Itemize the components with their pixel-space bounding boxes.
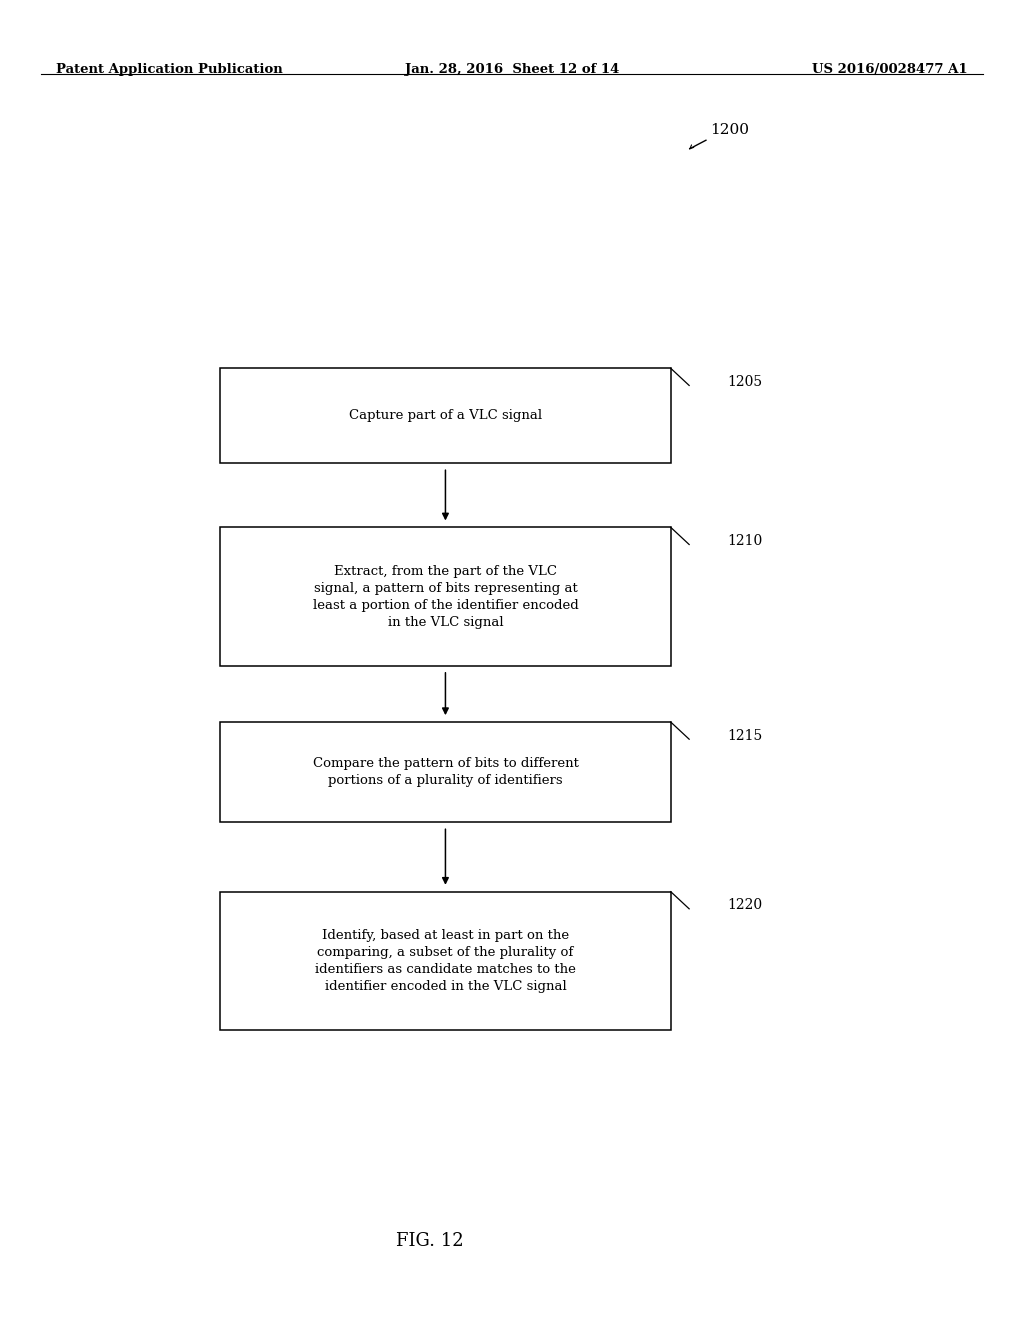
Bar xyxy=(220,368,671,463)
Text: Extract, from the part of the VLC
signal, a pattern of bits representing at
leas: Extract, from the part of the VLC signal… xyxy=(312,565,579,628)
Text: 1205: 1205 xyxy=(727,375,762,389)
Text: US 2016/0028477 A1: US 2016/0028477 A1 xyxy=(812,63,968,77)
Bar xyxy=(220,722,671,822)
Text: Compare the pattern of bits to different
portions of a plurality of identifiers: Compare the pattern of bits to different… xyxy=(312,758,579,787)
Text: 1215: 1215 xyxy=(727,729,762,743)
Bar xyxy=(220,892,671,1030)
Text: Identify, based at least in part on the
comparing, a subset of the plurality of
: Identify, based at least in part on the … xyxy=(315,929,575,993)
Text: 1200: 1200 xyxy=(710,123,749,137)
Text: FIG. 12: FIG. 12 xyxy=(396,1232,464,1250)
Bar xyxy=(220,527,671,665)
Text: Patent Application Publication: Patent Application Publication xyxy=(56,63,283,77)
Text: Capture part of a VLC signal: Capture part of a VLC signal xyxy=(349,409,542,422)
Text: 1220: 1220 xyxy=(727,898,762,912)
Text: 1210: 1210 xyxy=(727,533,762,548)
Text: Jan. 28, 2016  Sheet 12 of 14: Jan. 28, 2016 Sheet 12 of 14 xyxy=(404,63,620,77)
